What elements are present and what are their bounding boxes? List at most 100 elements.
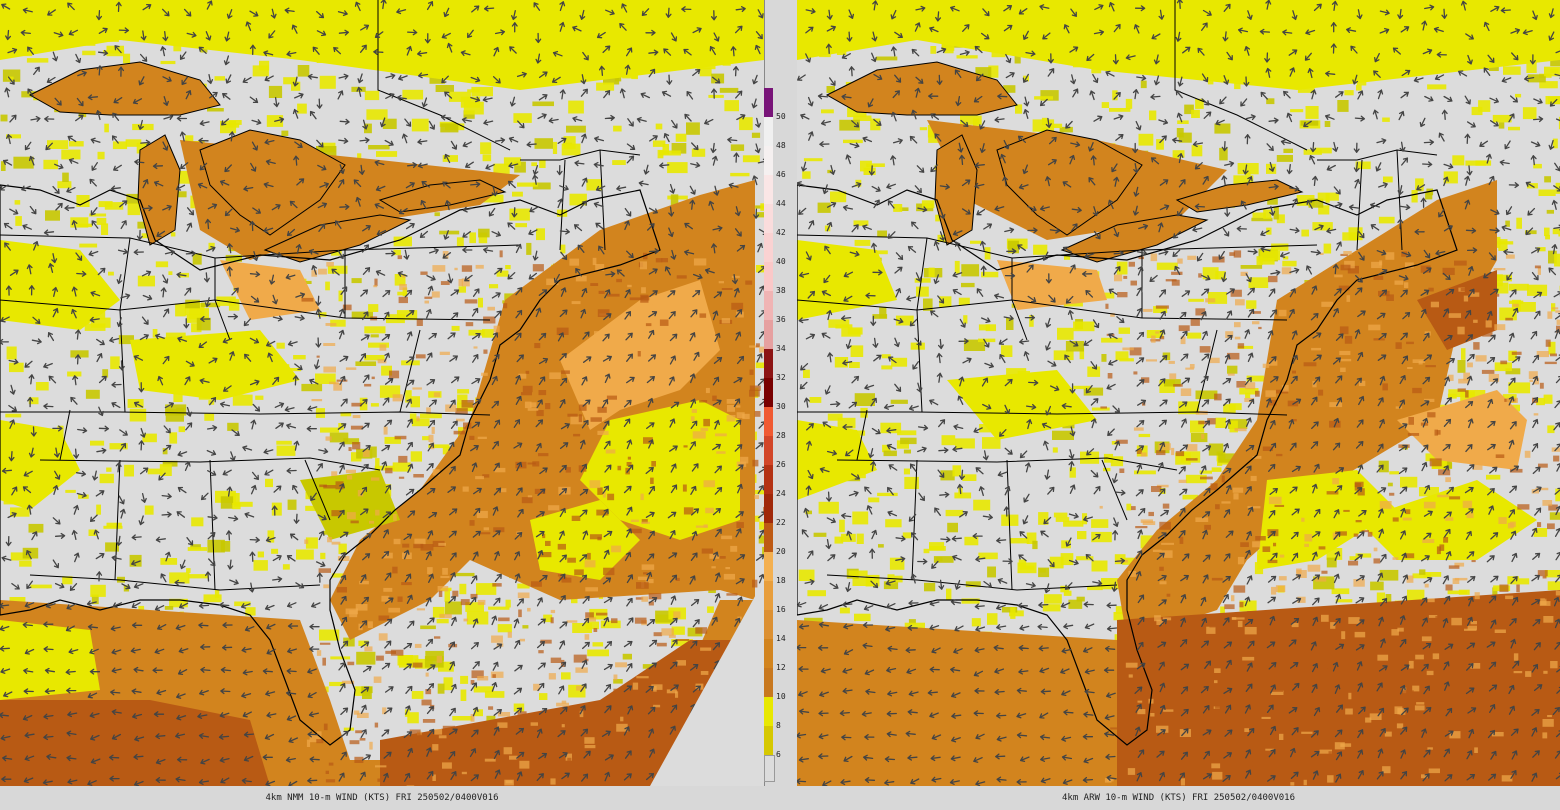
wind-arrow [1487,443,1496,451]
wind-arrow [74,552,80,563]
wind-arrow [1291,10,1298,21]
wind-arrow [339,203,350,210]
wind-arrow [911,109,917,120]
wind-arrow [1483,21,1490,32]
wind-arrow [559,185,569,191]
lake [1060,214,1209,263]
wind-arrow [464,274,473,282]
wind-arrow [580,308,587,319]
wind-arrow [1071,206,1082,213]
wind-arrow [1158,9,1165,20]
wind-arrow [842,687,853,694]
wind-arrow [272,376,280,385]
wind-arrow [1181,290,1191,297]
wind-arrow [664,266,671,276]
wind-arrow [1069,264,1076,274]
wind-arrow [559,89,566,100]
wind-arrow [623,640,633,648]
wind-arrow [1114,440,1121,451]
wind-arrow [872,269,883,276]
wind-arrow [1268,356,1277,364]
wind-arrow [294,314,305,321]
wind-arrow [1049,385,1060,392]
wind-arrow [757,485,764,494]
wind-arrow [626,250,634,259]
wind-arrow [293,155,300,166]
wind-arrow [1423,249,1431,259]
wind-arrow [1401,552,1408,563]
wind-arrow [914,337,922,346]
wind-arrow [817,93,829,100]
wind-arrow [1531,271,1539,281]
wind-arrow [508,136,519,143]
wind-arrow [1422,773,1430,782]
wind-arrow [249,96,259,104]
wind-arrow [999,354,1006,364]
wind-arrow [710,142,717,154]
wind-arrow [1137,265,1144,276]
wind-arrow [383,311,390,321]
wind-arrow [471,462,478,473]
wind-arrow [871,427,881,435]
wind-arrow [131,688,142,695]
wind-arrow [118,27,130,34]
wind-arrow [1149,274,1158,282]
wind-arrow [559,228,570,235]
wind-arrow [307,405,318,412]
wind-arrow [1378,182,1388,188]
wind-arrow [338,308,345,319]
state-border [399,329,421,413]
wind-arrow [1222,575,1231,583]
lake [934,134,978,246]
wind-arrow [712,508,721,516]
wind-arrow [310,492,317,501]
wind-arrow [930,310,939,318]
wind-arrow [1290,771,1299,780]
wind-arrow [1288,419,1295,429]
wind-arrow [1016,778,1027,785]
wind-arrow [1416,184,1426,191]
wind-arrow [220,688,231,695]
wind-arrow [1330,22,1337,33]
wind-arrow [1268,288,1276,297]
wind-arrow [938,447,949,454]
wind-arrow [1397,185,1404,196]
wind-arrow [198,622,209,629]
wind-arrow [162,444,172,452]
wind-arrow [972,533,983,540]
wind-arrow [444,153,451,164]
wind-arrow [1132,142,1139,154]
wind-arrow [309,378,319,385]
wind-arrow [404,573,412,583]
wind-arrow [1488,252,1496,261]
wind-arrow [670,249,677,260]
wind-arrow [582,530,589,540]
wind-arrow [1090,398,1099,406]
wind-arrow [826,221,833,232]
wind-arrow [583,750,591,759]
wind-arrow [197,182,208,189]
wind-arrow [1093,485,1101,495]
colorbar-swatch [764,581,773,610]
wind-arrow [285,756,296,763]
wind-arrow [1357,310,1366,318]
wind-arrow [23,777,34,784]
wind-arrow [758,310,764,318]
wind-arrow [1553,291,1560,298]
wind-arrow [734,287,740,298]
wind-arrow [1512,356,1521,364]
wind-arrow [689,332,696,342]
wind-arrow [689,575,696,585]
wind-arrow [337,10,348,17]
wind-arrow [894,31,903,39]
wind-arrow [1159,135,1167,144]
wind-arrow [756,353,763,363]
wind-arrow [1332,442,1341,451]
wind-arrow [1355,644,1365,651]
wind-arrow [711,243,717,254]
wind-arrow [950,599,962,606]
wind-arrow [406,418,413,428]
wind-arrow [758,573,764,584]
wind-arrow [1548,31,1555,41]
wind-arrow [1312,332,1322,339]
